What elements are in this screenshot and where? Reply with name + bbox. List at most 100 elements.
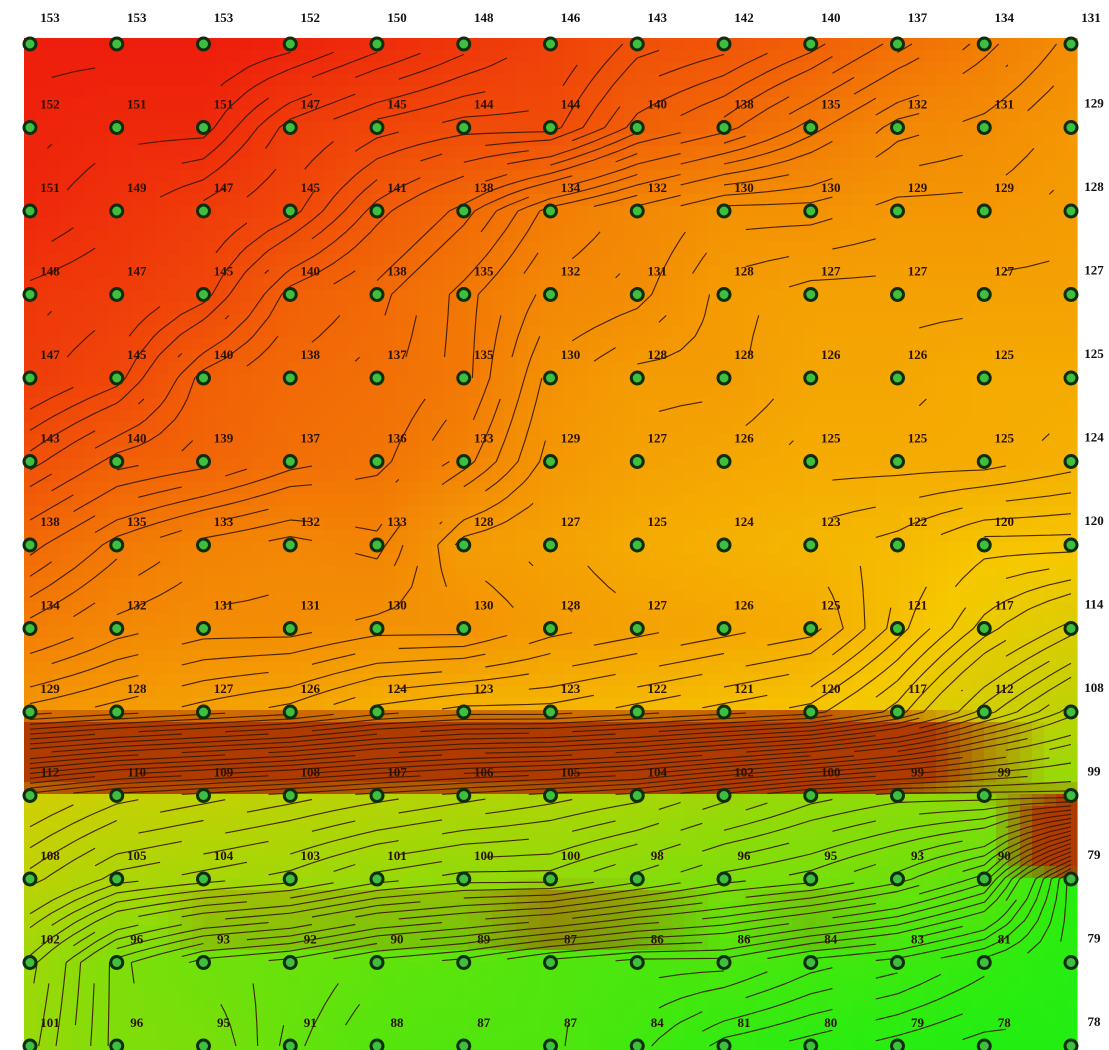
field-cell bbox=[192, 266, 205, 279]
field-cell bbox=[804, 74, 817, 87]
field-cell bbox=[516, 458, 529, 471]
field-cell bbox=[420, 314, 433, 327]
field-cell bbox=[912, 110, 925, 123]
field-cell bbox=[432, 398, 445, 411]
field-cell bbox=[288, 578, 301, 591]
field-cell bbox=[228, 410, 241, 423]
field-cell bbox=[24, 134, 37, 147]
field-cell bbox=[696, 134, 709, 147]
color-field bbox=[24, 38, 1078, 1050]
field-cell bbox=[72, 50, 85, 63]
field-cell bbox=[864, 566, 877, 579]
field-cell bbox=[240, 278, 253, 291]
field-cell bbox=[276, 314, 289, 327]
field-cell bbox=[576, 230, 589, 243]
field-cell bbox=[576, 206, 589, 219]
field-cell bbox=[732, 530, 745, 543]
field-cell bbox=[768, 386, 781, 399]
field-cell bbox=[384, 326, 397, 339]
field-cell bbox=[876, 218, 889, 231]
field-cell bbox=[144, 650, 157, 663]
field-cell bbox=[36, 290, 49, 303]
field-cell bbox=[276, 278, 289, 291]
field-cell bbox=[972, 662, 985, 675]
field-cell bbox=[624, 350, 637, 363]
field-cell bbox=[876, 266, 889, 279]
field-cell bbox=[252, 578, 265, 591]
field-cell bbox=[180, 446, 193, 459]
field-cell bbox=[672, 134, 685, 147]
field-cell bbox=[720, 254, 733, 267]
field-cell bbox=[324, 278, 337, 291]
field-cell bbox=[36, 110, 49, 123]
field-cell bbox=[984, 410, 997, 423]
field-cell bbox=[168, 674, 181, 687]
field-cell bbox=[108, 686, 121, 699]
field-cell bbox=[624, 362, 637, 375]
field-cell bbox=[168, 422, 181, 435]
field-cell bbox=[636, 62, 649, 75]
field-cell bbox=[84, 542, 97, 555]
field-cell bbox=[252, 230, 265, 243]
field-cell bbox=[996, 242, 1009, 255]
field-cell bbox=[912, 578, 925, 591]
field-cell bbox=[972, 338, 985, 351]
field-cell bbox=[156, 302, 169, 315]
field-cell bbox=[516, 710, 529, 723]
field-cell bbox=[552, 86, 565, 99]
field-cell bbox=[696, 422, 709, 435]
field-cell bbox=[672, 74, 685, 87]
field-cell bbox=[996, 134, 1009, 147]
field-cell bbox=[444, 278, 457, 291]
field-cell bbox=[228, 662, 241, 675]
field-cell bbox=[492, 242, 505, 255]
field-cell bbox=[444, 662, 457, 675]
field-cell bbox=[840, 434, 853, 447]
field-cell bbox=[528, 710, 541, 723]
field-cell bbox=[108, 194, 121, 207]
field-cell bbox=[960, 566, 973, 579]
field-cell bbox=[744, 50, 757, 63]
field-cell bbox=[456, 674, 469, 687]
field-cell bbox=[36, 158, 49, 171]
field-cell bbox=[192, 170, 205, 183]
field-cell bbox=[408, 290, 421, 303]
field-cell bbox=[216, 194, 229, 207]
field-cell bbox=[768, 578, 781, 591]
field-cell bbox=[228, 50, 241, 63]
field-cell bbox=[72, 674, 85, 687]
field-cell bbox=[444, 566, 457, 579]
field-cell bbox=[900, 314, 913, 327]
field-cell bbox=[528, 566, 541, 579]
field-cell bbox=[948, 482, 961, 495]
field-cell bbox=[1032, 62, 1045, 75]
field-cell bbox=[120, 338, 133, 351]
field-cell bbox=[312, 410, 325, 423]
field-cell bbox=[756, 194, 769, 207]
field-cell bbox=[408, 206, 421, 219]
field-cell bbox=[516, 362, 529, 375]
field-cell bbox=[48, 98, 61, 111]
field-cell bbox=[756, 290, 769, 303]
field-cell bbox=[492, 374, 505, 387]
field-cell bbox=[132, 74, 145, 87]
field-cell bbox=[420, 182, 433, 195]
field-cell bbox=[852, 62, 865, 75]
field-cell bbox=[564, 554, 577, 567]
field-cell bbox=[252, 278, 265, 291]
field-cell bbox=[324, 362, 337, 375]
field-cell bbox=[504, 446, 517, 459]
field-cell bbox=[72, 254, 85, 267]
field-cell bbox=[1032, 374, 1045, 387]
field-cell bbox=[420, 518, 433, 531]
field-cell bbox=[600, 590, 613, 603]
field-cell bbox=[60, 110, 73, 123]
field-cell bbox=[72, 302, 85, 315]
field-cell bbox=[420, 530, 433, 543]
field-cell bbox=[72, 146, 85, 159]
field-cell bbox=[888, 674, 901, 687]
field-cell bbox=[336, 38, 349, 51]
field-cell bbox=[648, 542, 661, 555]
field-cell bbox=[60, 626, 73, 639]
field-cell bbox=[516, 38, 529, 51]
